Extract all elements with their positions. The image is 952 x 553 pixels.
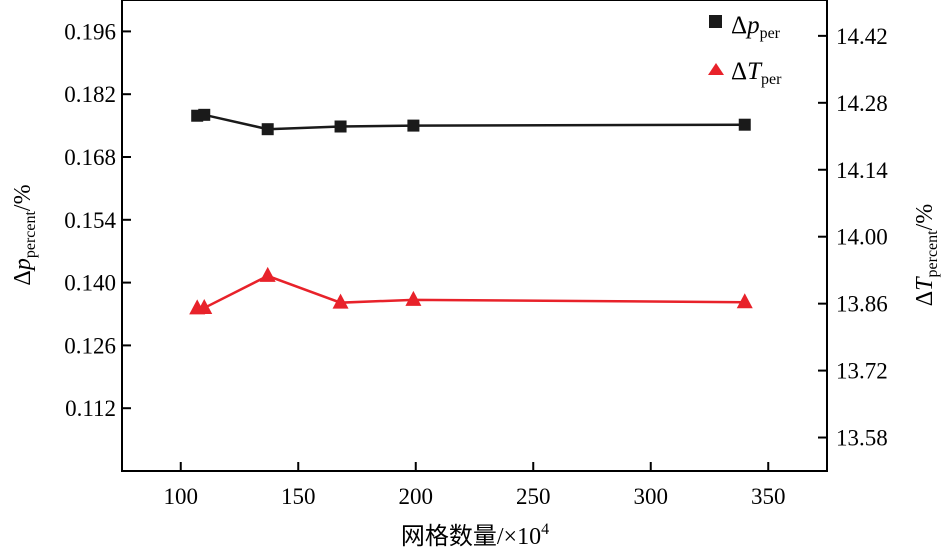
data-point-triangle — [196, 298, 213, 314]
y-right-tick-label: 14.00 — [836, 225, 888, 250]
x-axis-title: 网格数量/×104 — [401, 521, 549, 550]
data-point-triangle — [405, 290, 422, 306]
data-point-square — [334, 120, 347, 133]
data-point-square — [198, 108, 211, 121]
legend-marker-triangle — [708, 63, 724, 75]
data-point-triangle — [332, 293, 349, 309]
legend-label-delta-t: ΔTper — [731, 58, 782, 88]
series-line-1 — [197, 274, 745, 310]
series-layer — [189, 108, 753, 315]
x-tick-label: 200 — [399, 484, 434, 509]
legend-label-delta-p: Δpper — [731, 12, 781, 42]
y-axis-left: 0.196 0.182 0.168 0.154 0.140 0.126 0.112 — [64, 19, 131, 421]
y-right-tick-label: 13.86 — [836, 292, 888, 317]
y-axis-right: 14.42 14.28 14.14 14.00 13.86 13.72 13.58 — [818, 24, 888, 451]
data-point-square — [261, 123, 274, 136]
y-left-tick-label: 0.196 — [64, 19, 116, 44]
series-line-0 — [197, 113, 745, 131]
y-right-tick-label: 13.72 — [836, 359, 888, 384]
legend: Δpper ΔTper — [708, 12, 782, 88]
data-point-triangle — [259, 266, 276, 282]
y-left-tick-label: 0.154 — [64, 208, 116, 233]
data-point-square — [738, 118, 751, 131]
y-right-tick-label: 14.42 — [836, 24, 888, 49]
x-tick-label: 150 — [281, 484, 316, 509]
y-right-tick-label: 13.58 — [836, 426, 888, 451]
x-tick-label: 350 — [751, 484, 786, 509]
data-point-triangle — [736, 293, 753, 309]
x-axis: 100 150 200 250 300 350 — [164, 462, 786, 509]
x-tick-label: 250 — [516, 484, 551, 509]
y-right-tick-label: 14.14 — [836, 158, 888, 183]
y-left-tick-label: 0.112 — [65, 396, 116, 421]
plot-frame — [121, 0, 828, 472]
x-tick-label: 100 — [164, 484, 199, 509]
y-axis-left-title: Δppercent/% — [10, 184, 39, 285]
legend-marker-square — [709, 15, 722, 28]
y-left-tick-label: 0.182 — [64, 82, 116, 107]
y-left-tick-label: 0.140 — [64, 271, 116, 296]
y-left-tick-label: 0.168 — [64, 145, 116, 170]
x-tick-label: 300 — [634, 484, 669, 509]
y-right-tick-label: 14.28 — [836, 91, 888, 116]
y-left-tick-label: 0.126 — [64, 333, 116, 358]
data-point-square — [407, 119, 420, 132]
y-axis-right-title: ΔTpercent/% — [912, 204, 941, 307]
